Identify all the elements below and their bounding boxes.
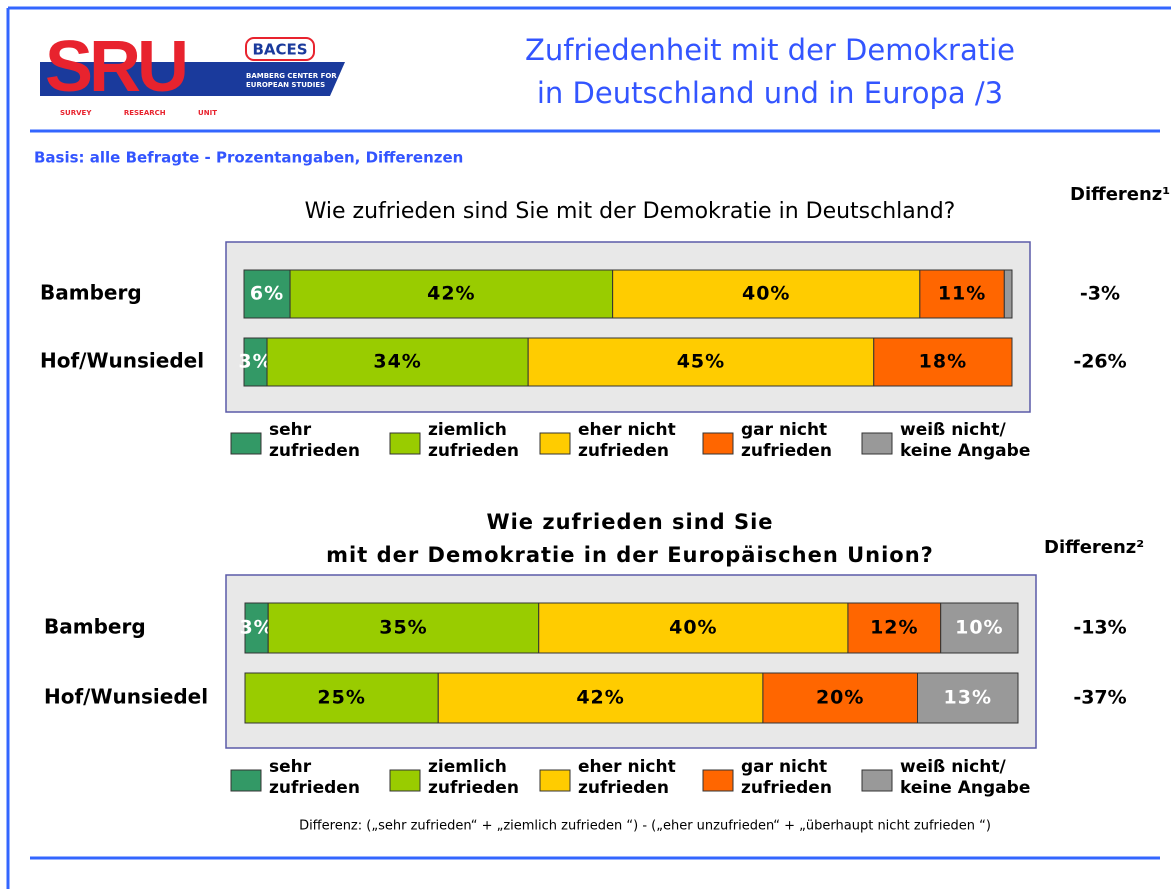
legend-label: weiß nicht/ keine Angabe xyxy=(900,757,1031,798)
legend-label: gar nicht zufrieden xyxy=(741,420,832,461)
legend-label: sehr zufrieden xyxy=(269,757,360,798)
bar-segment xyxy=(612,269,921,319)
value-label: 42% xyxy=(576,687,624,709)
difference-header: Differenz² xyxy=(1044,537,1144,558)
chart-title: Wie zufrieden sind Sie xyxy=(486,510,773,534)
legend-label: eher nicht zufrieden xyxy=(578,420,676,461)
category-label: Bamberg xyxy=(40,281,142,305)
logo-band xyxy=(40,62,345,96)
value-label: 35% xyxy=(379,617,427,639)
value-label: 25% xyxy=(317,687,365,709)
bar-segment xyxy=(538,602,849,654)
value-label: 18% xyxy=(919,351,967,373)
value-label: 42% xyxy=(427,283,475,305)
value-label: 20% xyxy=(816,687,864,709)
legend-label: ziemlich zufrieden xyxy=(428,757,519,798)
legend-swatch xyxy=(539,769,571,792)
legend-swatch xyxy=(230,432,262,455)
chart-title: mit der Demokratie in der Europäischen U… xyxy=(326,543,934,567)
legend-swatch xyxy=(861,432,893,455)
legend-label: eher nicht zufrieden xyxy=(578,757,676,798)
legend-swatch xyxy=(389,769,421,792)
value-label: 12% xyxy=(870,617,918,639)
logo-center-wrap: BAMBERG CENTER FOR EUROPEAN STUDIES xyxy=(246,72,337,89)
difference-value: -13% xyxy=(1073,617,1126,639)
value-label: 3% xyxy=(238,351,272,373)
bar-segment xyxy=(527,337,875,387)
category-label: Bamberg xyxy=(44,615,146,639)
bar-segment xyxy=(919,269,1005,319)
bar-segment xyxy=(917,672,1019,724)
page-title: in Deutschland und in Europa /3 xyxy=(537,76,1003,110)
bar-segment xyxy=(873,337,1013,387)
legend-label: weiß nicht/ keine Angabe xyxy=(900,420,1031,461)
legend-swatch xyxy=(702,769,734,792)
legend-swatch xyxy=(389,432,421,455)
value-label: 6% xyxy=(250,283,284,305)
legend-label: gar nicht zufrieden xyxy=(741,757,832,798)
difference-value: -3% xyxy=(1080,283,1120,305)
bar-segment xyxy=(267,602,540,654)
legend-swatch xyxy=(861,769,893,792)
difference-value: -26% xyxy=(1073,351,1126,373)
logo-badge-box xyxy=(245,37,315,61)
value-label: 13% xyxy=(944,687,992,709)
legend-swatch xyxy=(539,432,571,455)
legend-label: sehr zufrieden xyxy=(269,420,360,461)
value-label: 40% xyxy=(669,617,717,639)
page-title: Zufriedenheit mit der Demokratie xyxy=(525,33,1015,67)
bar-segment xyxy=(940,602,1019,654)
basis: Basis: alle Befragte - Prozentangaben, D… xyxy=(34,149,463,167)
logo-unit: SURVEY RESEARCH UNIT xyxy=(60,109,217,117)
difference-header: Differenz¹ xyxy=(1070,184,1170,205)
value-label: 3% xyxy=(239,617,273,639)
difference-value: -37% xyxy=(1073,687,1126,709)
logo-badge: BACES xyxy=(252,41,307,59)
logo-main: SRU xyxy=(45,27,185,107)
legend-label: ziemlich zufrieden xyxy=(428,420,519,461)
chart-title: Wie zufrieden sind Sie mit der Demokrati… xyxy=(305,199,956,224)
logo-center: BAMBERG CENTER FOR EUROPEAN STUDIES xyxy=(246,72,337,89)
bar-segment xyxy=(266,337,529,387)
bar-segment xyxy=(437,672,764,724)
bar-segment xyxy=(244,672,439,724)
value-label: 45% xyxy=(677,351,725,373)
category-label: Hof/Wunsiedel xyxy=(40,349,204,373)
bar-segment xyxy=(1003,269,1013,319)
value-label: 11% xyxy=(938,283,986,305)
value-label: 40% xyxy=(742,283,790,305)
legend-swatch xyxy=(702,432,734,455)
legend-swatch xyxy=(230,769,262,792)
value-label: 10% xyxy=(955,617,1003,639)
category-label: Hof/Wunsiedel xyxy=(44,685,208,709)
value-label: 34% xyxy=(373,351,421,373)
footnote: Differenz: („sehr zufrieden“ + „ziemlich… xyxy=(299,819,991,834)
